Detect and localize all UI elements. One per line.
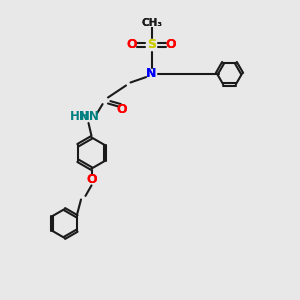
FancyBboxPatch shape xyxy=(84,113,96,121)
Text: O: O xyxy=(86,173,97,187)
Text: N: N xyxy=(146,67,157,80)
FancyBboxPatch shape xyxy=(118,106,125,113)
FancyBboxPatch shape xyxy=(143,18,160,27)
Text: O: O xyxy=(166,38,176,52)
FancyBboxPatch shape xyxy=(148,70,155,77)
Text: N: N xyxy=(146,67,157,80)
Text: O: O xyxy=(86,173,97,187)
Text: HN: HN xyxy=(70,110,90,124)
Text: S: S xyxy=(147,38,156,52)
FancyBboxPatch shape xyxy=(147,41,156,49)
Text: HN: HN xyxy=(80,110,100,124)
FancyBboxPatch shape xyxy=(88,176,95,184)
FancyBboxPatch shape xyxy=(167,41,176,49)
Text: O: O xyxy=(116,103,127,116)
Text: CH₃: CH₃ xyxy=(141,17,162,28)
FancyBboxPatch shape xyxy=(128,41,136,49)
Text: O: O xyxy=(116,103,127,116)
Text: O: O xyxy=(166,38,176,52)
Text: CH₃: CH₃ xyxy=(141,17,162,28)
Text: O: O xyxy=(127,38,137,52)
Text: S: S xyxy=(147,38,156,52)
Text: O: O xyxy=(127,38,137,52)
